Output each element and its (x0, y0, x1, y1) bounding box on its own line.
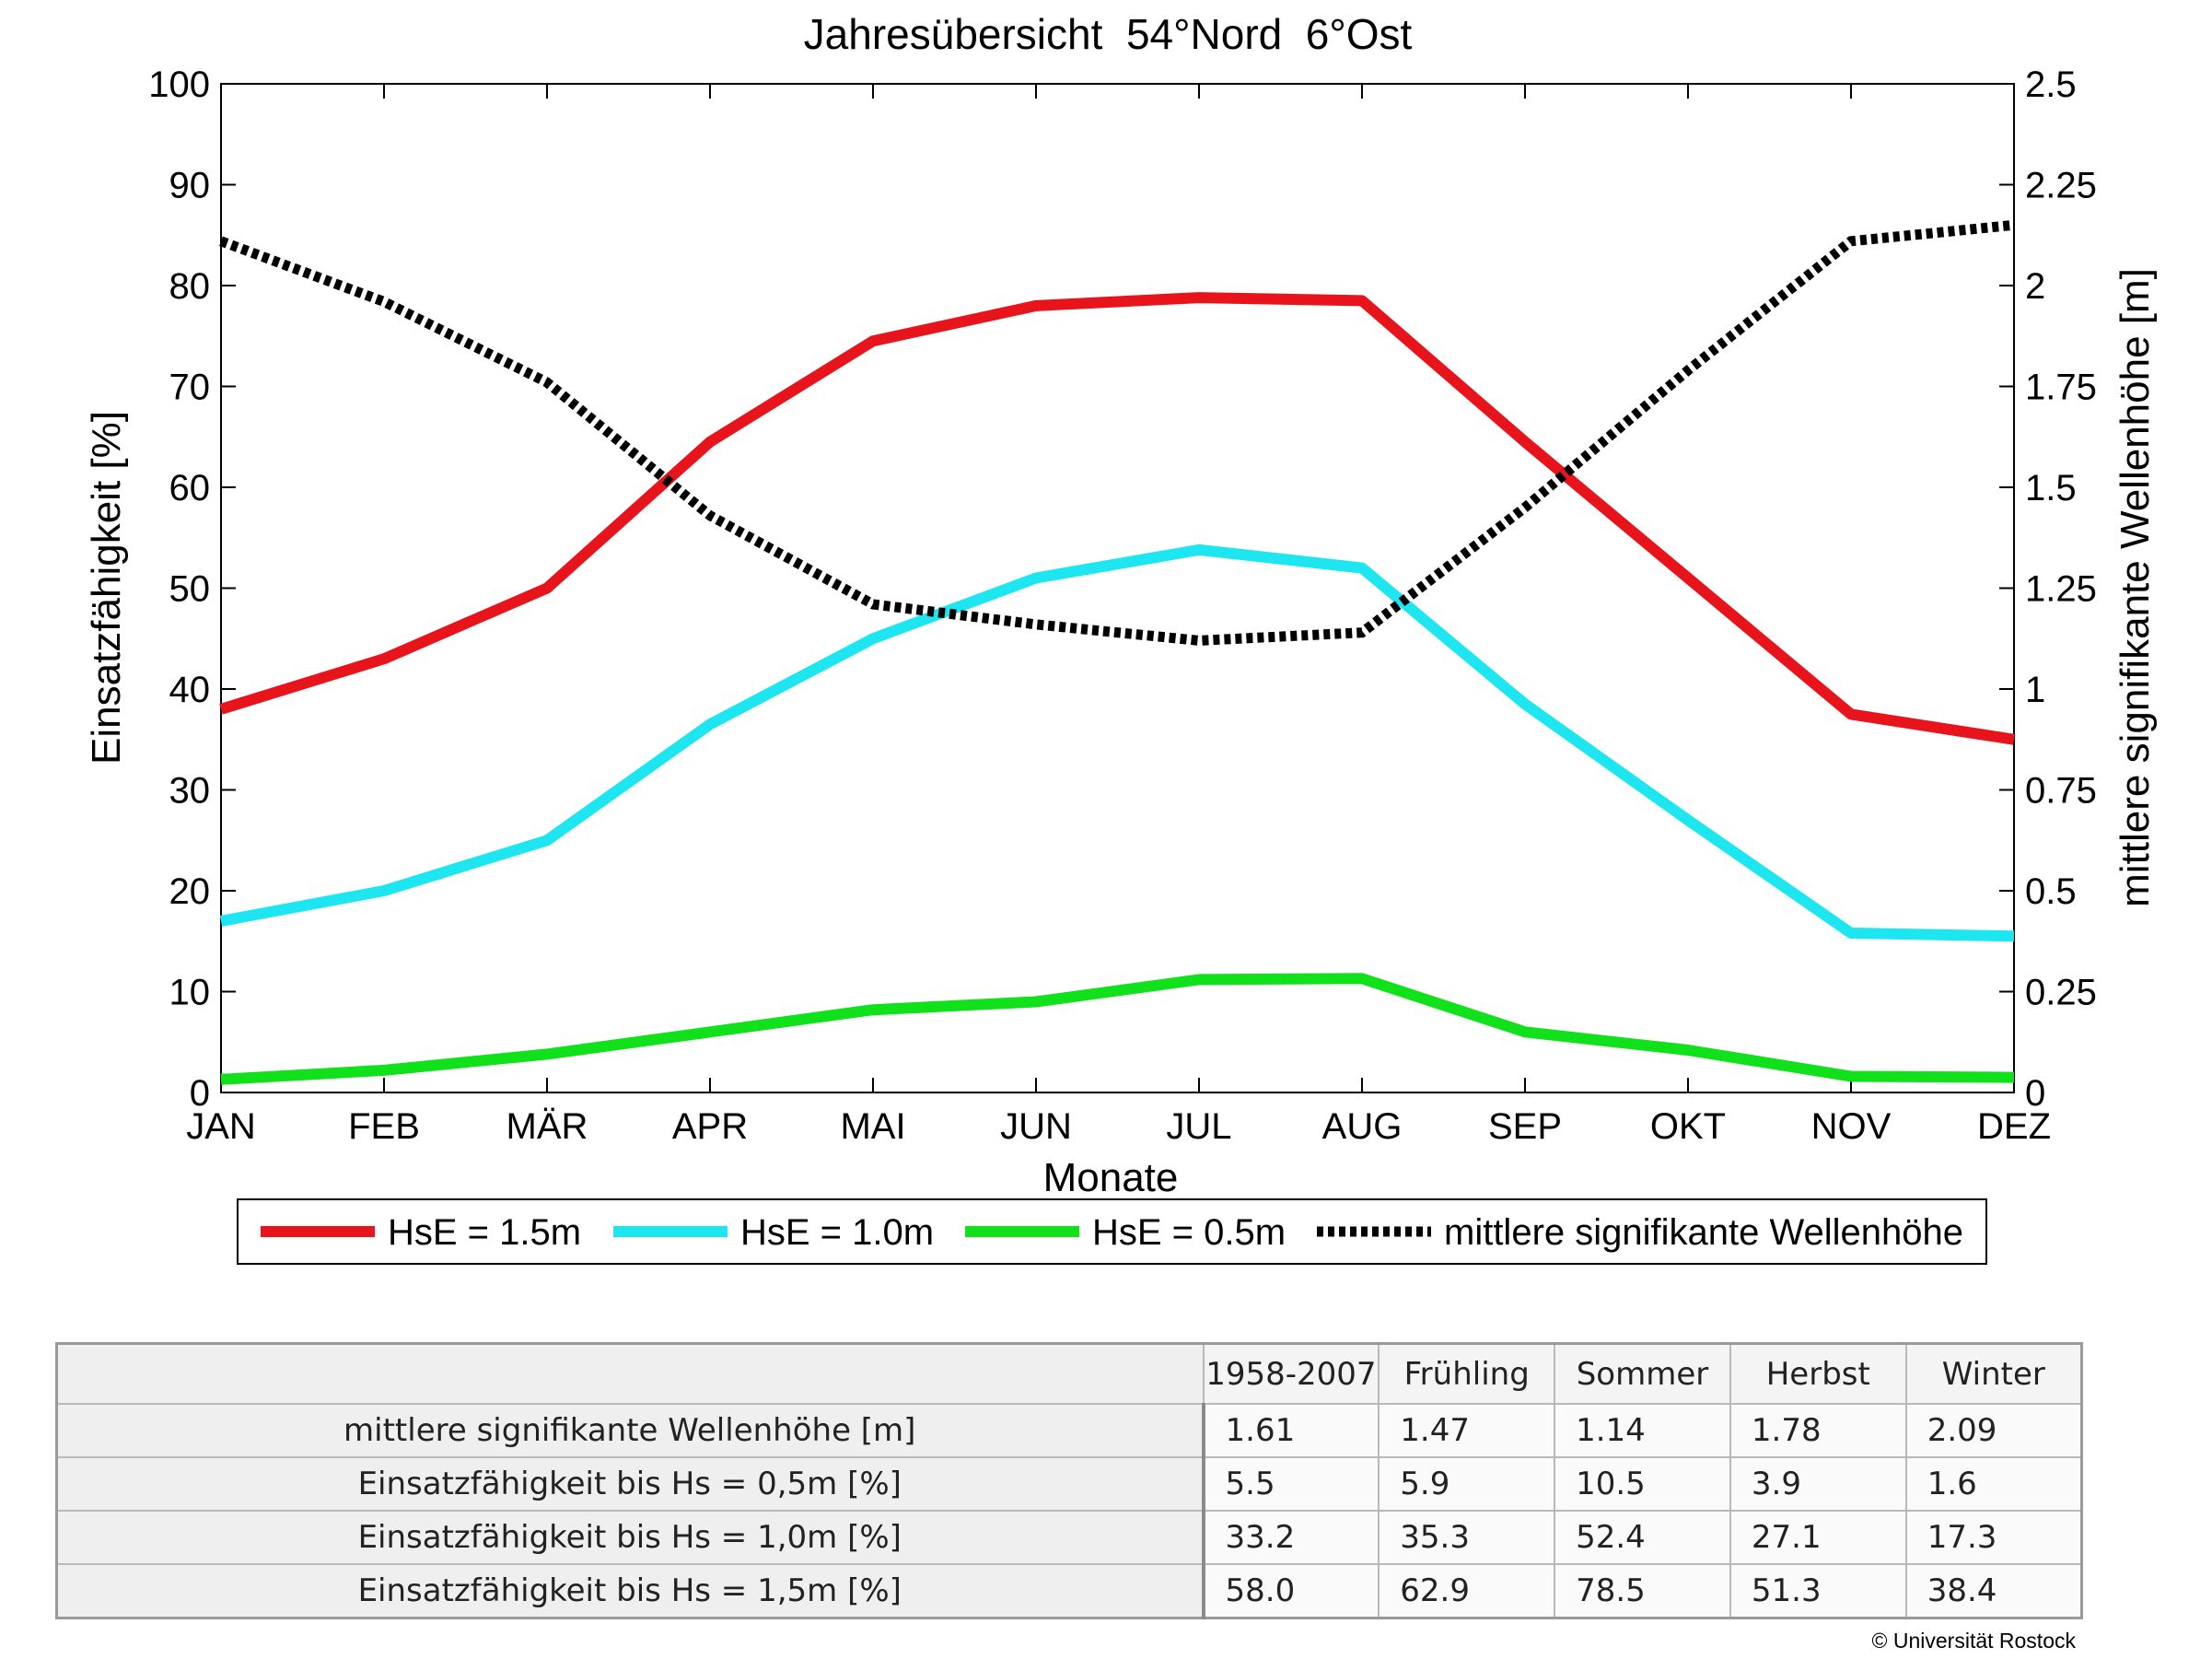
y-tick-label-left: 80 (169, 266, 211, 307)
table-header-row: 1958-2007 Frühling Sommer Herbst Winter (55, 1342, 2083, 1405)
table-cell: 27.1 (1729, 1510, 1907, 1565)
y-tick-label-right: 1.25 (2025, 569, 2097, 610)
table-row: Einsatzfähigkeit bis Hs = 1,0m [%] 33.2 … (55, 1510, 2083, 1565)
legend-label: HsE = 1.5m (388, 1212, 581, 1253)
table-cell: 58.0 (1202, 1563, 1380, 1619)
legend: HsE = 1.5m HsE = 1.0m HsE = 0.5m mittlere s… (261, 1212, 1963, 1253)
x-tick-label: MAI (840, 1106, 905, 1147)
y-tick-label-left: 70 (169, 368, 211, 408)
table-cell: 5.5 (1202, 1456, 1380, 1512)
column-header: Sommer (1554, 1342, 1731, 1405)
y-tick-label-right: 0.5 (2025, 871, 2077, 912)
x-tick-label: NOV (1811, 1106, 1892, 1147)
row-label: Einsatzfähigkeit bis Hs = 0,5m [%] (55, 1456, 1205, 1512)
x-tick-label: AUG (1322, 1106, 1403, 1147)
table-cell: 78.5 (1554, 1563, 1731, 1619)
legend-box (237, 1198, 1987, 1265)
column-header: 1958-2007 (1202, 1342, 1380, 1405)
table-cell: 33.2 (1202, 1510, 1380, 1565)
y-tick-label-left: 10 (169, 973, 211, 1013)
y-tick-label-right: 0.75 (2025, 771, 2097, 812)
chart: Jahresübersicht 54°Nord 6°Ost JAN FEB MÄR A… (84, 10, 2158, 1265)
y-tick-label-right: 2.5 (2025, 64, 2077, 105)
table-corner-cell (55, 1342, 1205, 1405)
y-tick-label-left: 60 (169, 468, 211, 508)
y-axis-left-ticks: 0 10 20 30 40 50 60 70 80 90 100 (148, 64, 236, 1114)
table-cell: 35.3 (1378, 1510, 1556, 1565)
table-cell: 10.5 (1554, 1456, 1731, 1512)
series-line (219, 292, 2015, 745)
table-cell: 38.4 (1904, 1563, 2083, 1619)
x-tick-label: APR (672, 1106, 748, 1147)
series-line (220, 973, 2015, 1085)
y-tick-label-left: 40 (169, 670, 211, 710)
x-axis-label: Monate (1043, 1155, 1179, 1200)
table-cell: 52.4 (1554, 1510, 1731, 1565)
y-tick-label-left: 30 (169, 771, 211, 812)
x-tick-label: JUN (1000, 1106, 1072, 1147)
legend-label: HsE = 1.0m (740, 1212, 934, 1253)
table-row: mittlere signifikante Wellenhöhe [m] 1.6… (55, 1403, 2083, 1458)
x-tick-label: JUL (1166, 1106, 1231, 1147)
y-tick-label-right: 0 (2025, 1073, 2045, 1114)
table-cell: 1.47 (1378, 1403, 1556, 1458)
chart-title: Jahresübersicht 54°Nord 6°Ost (804, 10, 1413, 58)
y-tick-label-right: 1 (2025, 670, 2045, 710)
table-cell: 3.9 (1729, 1456, 1907, 1512)
table-cell: 1.6 (1904, 1456, 2083, 1512)
y-axis-left-label: Einsatzfähigkeit [%] (84, 411, 129, 765)
x-tick-label: SEP (1488, 1106, 1562, 1147)
series-line (219, 543, 2015, 942)
table-cell: 1.14 (1554, 1403, 1731, 1458)
x-tick-label: DEZ (1977, 1106, 2051, 1147)
copyright-notice: © Universität Rostock (1871, 1629, 2076, 1653)
table-row: Einsatzfähigkeit bis Hs = 1,5m [%] 58.0 … (55, 1563, 2083, 1619)
x-tick-label: FEB (348, 1106, 420, 1147)
column-header: Frühling (1378, 1342, 1556, 1405)
series-lines (219, 219, 2015, 1085)
y-axis-right-ticks: 0 0.25 0.5 0.75 1 1.25 1.5 1.75 2 2.25 2.5 (1999, 64, 2097, 1114)
x-tick-label: MÄR (506, 1106, 588, 1147)
table-cell: 2.09 (1904, 1403, 2083, 1458)
row-label: Einsatzfähigkeit bis Hs = 1,5m [%] (55, 1563, 1205, 1619)
row-label: mittlere signifikante Wellenhöhe [m] (55, 1403, 1205, 1458)
y-tick-label-left: 20 (169, 871, 211, 912)
x-tick-label: JAN (186, 1106, 256, 1147)
table-cell: 51.3 (1729, 1563, 1907, 1619)
y-tick-label-left: 50 (169, 569, 211, 610)
y-tick-label-left: 100 (148, 64, 210, 105)
x-tick-label: OKT (1650, 1106, 1726, 1147)
y-tick-label-right: 0.25 (2025, 973, 2097, 1013)
y-tick-label-left: 90 (169, 166, 211, 206)
y-tick-label-left: 0 (190, 1073, 210, 1114)
table-cell: 62.9 (1378, 1563, 1556, 1619)
y-tick-label-right: 2 (2025, 266, 2045, 307)
x-axis-ticks: JAN FEB MÄR APR MAI JUN JUL AUG SEP OKT NOV DEZ (186, 84, 2051, 1147)
plot-area (220, 83, 2015, 1093)
y-tick-label-right: 2.25 (2025, 166, 2097, 206)
column-header: Herbst (1729, 1342, 1907, 1405)
series-line (219, 219, 2015, 646)
table-cell: 1.78 (1729, 1403, 1907, 1458)
table-cell: 1.61 (1202, 1403, 1380, 1458)
stats-table: 1958-2007 Frühling Sommer Herbst Winter … (55, 1342, 2083, 1619)
row-label: Einsatzfähigkeit bis Hs = 1,0m [%] (55, 1510, 1205, 1565)
table-cell: 17.3 (1904, 1510, 2083, 1565)
legend-label: mittlere signifikante Wellenhöhe (1444, 1212, 1963, 1253)
table-cell: 5.9 (1378, 1456, 1556, 1512)
table-row: Einsatzfähigkeit bis Hs = 0,5m [%] 5.5 5… (55, 1456, 2083, 1512)
column-header: Winter (1904, 1342, 2083, 1405)
y-tick-label-right: 1.75 (2025, 368, 2097, 408)
y-axis-right-label: mittlere signifikante Wellenhöhe [m] (2113, 268, 2158, 907)
y-tick-label-right: 1.5 (2025, 468, 2077, 508)
legend-label: HsE = 0.5m (1092, 1212, 1286, 1253)
